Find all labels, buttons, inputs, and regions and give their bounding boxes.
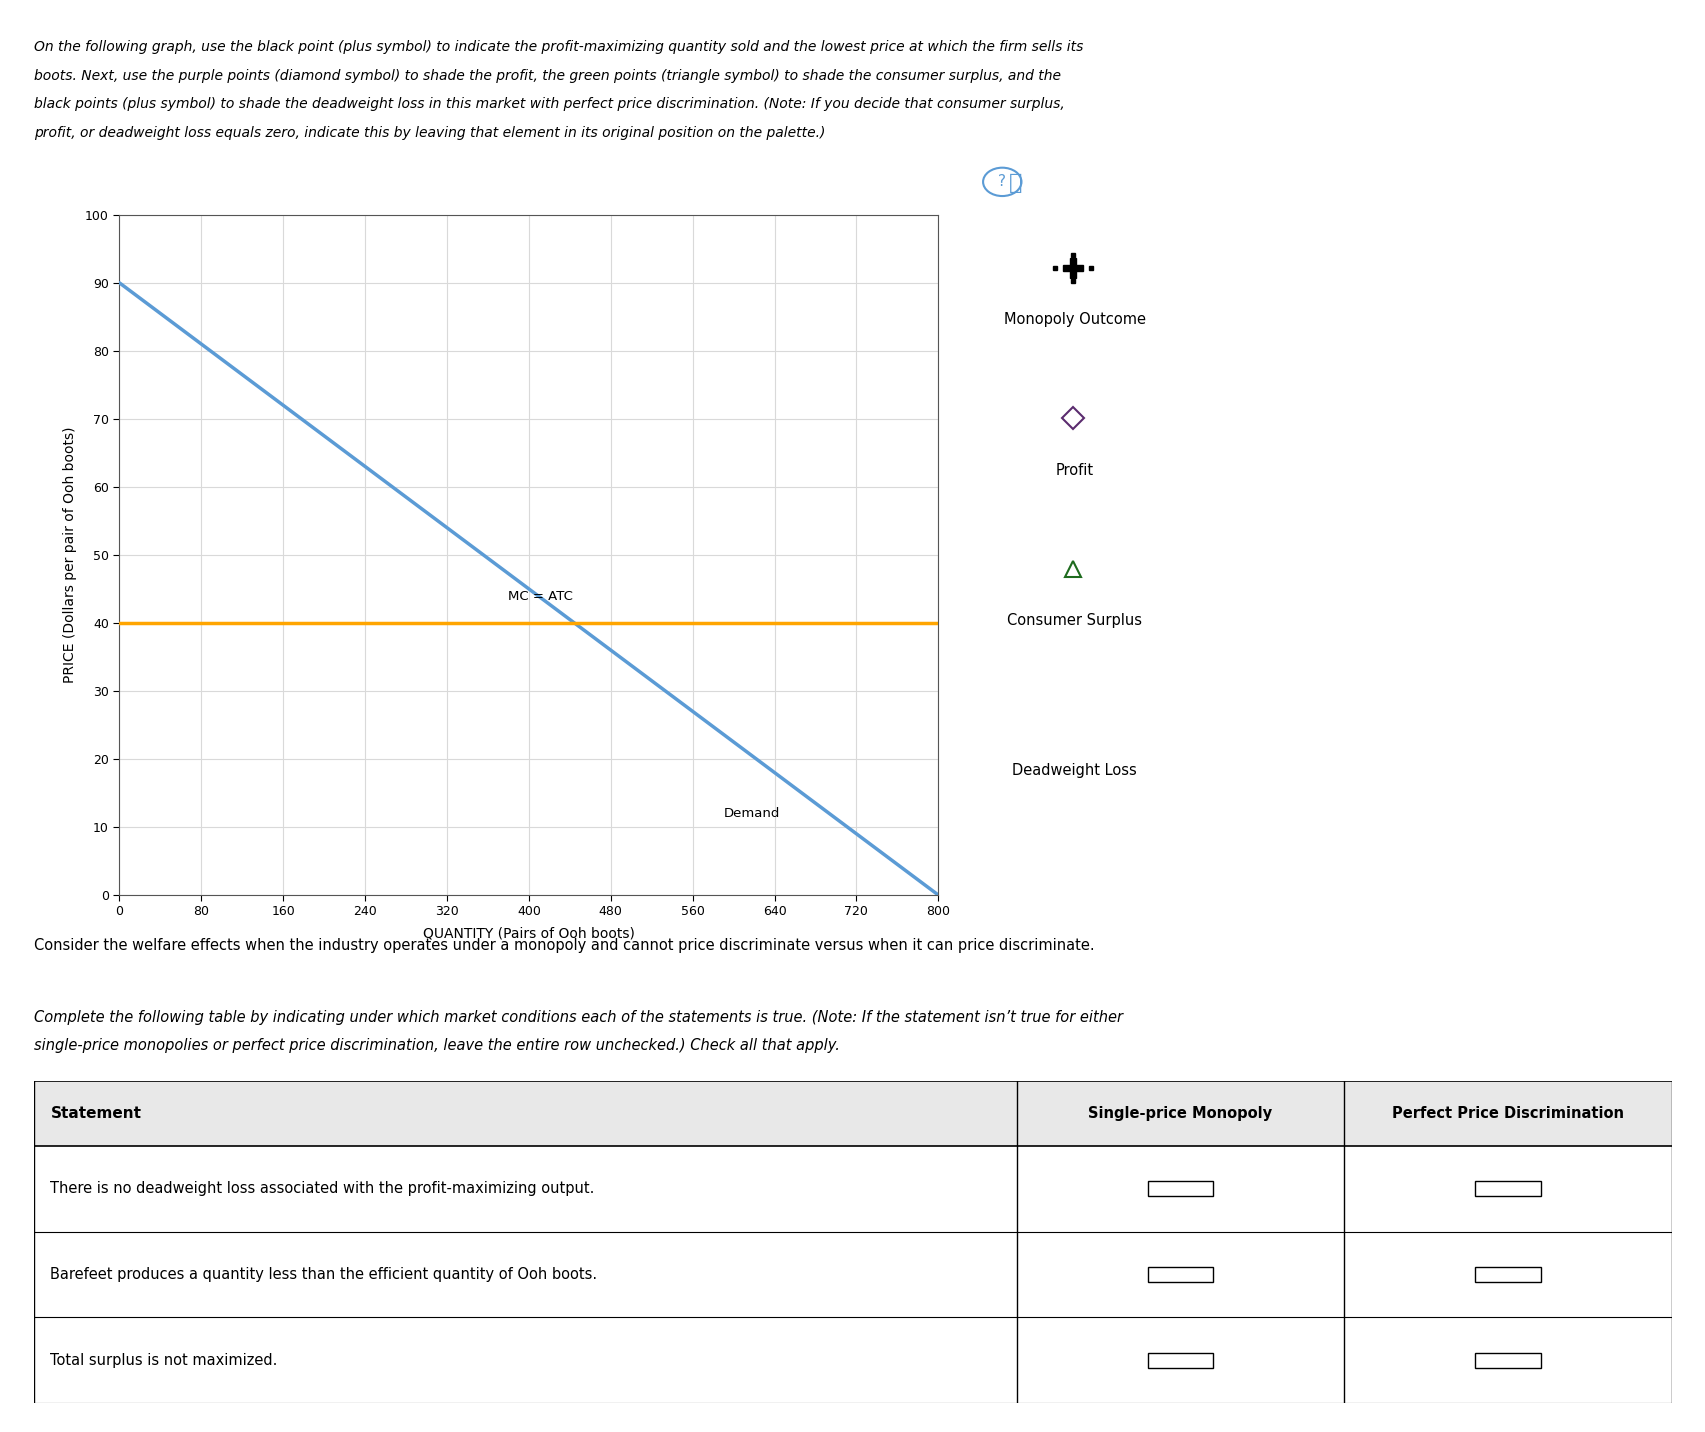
Text: ?: ?: [997, 175, 1006, 189]
Text: MC = ATC: MC = ATC: [508, 590, 573, 603]
Text: Statement: Statement: [51, 1106, 142, 1121]
Bar: [1475, 1267, 1540, 1282]
Text: ⓘ: ⓘ: [1008, 173, 1021, 193]
Text: Monopoly Outcome: Monopoly Outcome: [1003, 312, 1146, 326]
Bar: [1475, 1181, 1540, 1196]
Text: single-price monopolies or perfect price discrimination, leave the entire row un: single-price monopolies or perfect price…: [34, 1038, 839, 1053]
Text: Perfect Price Discrimination: Perfect Price Discrimination: [1391, 1106, 1623, 1121]
Text: There is no deadweight loss associated with the profit-maximizing output.: There is no deadweight loss associated w…: [51, 1181, 595, 1196]
Bar: [34, 1317, 1671, 1403]
X-axis label: QUANTITY (Pairs of Ooh boots): QUANTITY (Pairs of Ooh boots): [423, 927, 634, 941]
Bar: [1475, 1353, 1540, 1368]
Bar: [1147, 1353, 1212, 1368]
Circle shape: [982, 168, 1021, 196]
Text: Barefeet produces a quantity less than the efficient quantity of Ooh boots.: Barefeet produces a quantity less than t…: [51, 1267, 597, 1282]
Text: Single-price Monopoly: Single-price Monopoly: [1088, 1106, 1272, 1121]
Text: profit, or deadweight loss equals zero, indicate this by leaving that element in: profit, or deadweight loss equals zero, …: [34, 126, 825, 140]
Y-axis label: PRICE (Dollars per pair of Ooh boots): PRICE (Dollars per pair of Ooh boots): [63, 427, 77, 683]
Bar: [34, 1081, 1671, 1146]
Text: Demand: Demand: [723, 806, 779, 821]
Text: Consider the welfare effects when the industry operates under a monopoly and can: Consider the welfare effects when the in…: [34, 938, 1095, 952]
Text: Consumer Surplus: Consumer Surplus: [1006, 613, 1142, 627]
Text: Complete the following table by indicating under which market conditions each of: Complete the following table by indicati…: [34, 1010, 1122, 1024]
Text: Total surplus is not maximized.: Total surplus is not maximized.: [51, 1353, 278, 1368]
Bar: [34, 1146, 1671, 1232]
Text: Deadweight Loss: Deadweight Loss: [1011, 763, 1137, 778]
Bar: [1147, 1181, 1212, 1196]
Bar: [34, 1232, 1671, 1317]
Text: On the following graph, use the black point (plus symbol) to indicate the profit: On the following graph, use the black po…: [34, 40, 1083, 54]
Text: boots. Next, use the purple points (diamond symbol) to shade the profit, the gre: boots. Next, use the purple points (diam…: [34, 69, 1061, 83]
Text: black points (plus symbol) to shade the deadweight loss in this market with perf: black points (plus symbol) to shade the …: [34, 97, 1064, 112]
Bar: [1147, 1267, 1212, 1282]
Text: Profit: Profit: [1055, 463, 1093, 477]
